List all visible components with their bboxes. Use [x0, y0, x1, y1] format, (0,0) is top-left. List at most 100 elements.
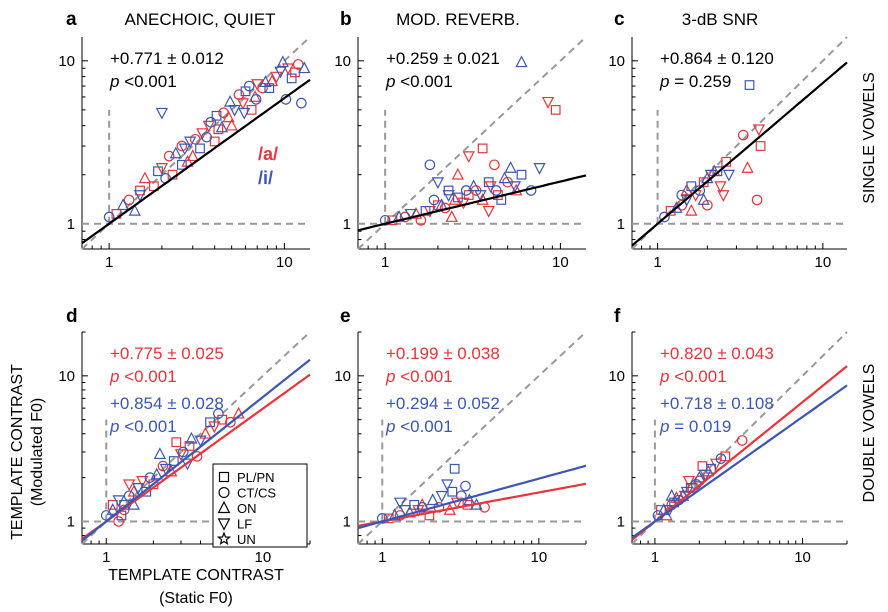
panel-b: 1 10 1 10 +0.259 ± 0.021 p <0.001	[334, 36, 587, 271]
data-point	[460, 480, 471, 492]
unity-line	[357, 36, 587, 250]
data-point	[225, 416, 236, 428]
data-point	[144, 472, 156, 483]
fit-curve	[81, 358, 311, 542]
x-tick-label: 1	[651, 549, 659, 566]
data-point	[194, 435, 207, 448]
data-point	[404, 208, 417, 221]
fit-curve	[81, 78, 311, 245]
y-tick-label: 10	[58, 53, 75, 70]
data-point	[163, 150, 175, 162]
column-title-anechoic: ANECHOIC, QUIET	[124, 10, 275, 29]
stat-annotation: +0.718 ± 0.108	[660, 394, 774, 413]
unit-legend-marker	[217, 500, 231, 514]
data-point	[178, 143, 191, 156]
data-point	[665, 205, 676, 216]
data-point	[685, 203, 698, 216]
data-point	[176, 159, 187, 170]
unity-line	[357, 331, 587, 545]
data-point	[516, 169, 527, 180]
data-point	[107, 499, 118, 510]
p-value-annotation: p <0.001	[385, 417, 453, 436]
y-tick-label: 1	[343, 513, 351, 530]
p-value-annotation: p <0.001	[659, 367, 727, 386]
unit-legend-label: UN	[237, 532, 256, 547]
data-point	[116, 198, 130, 211]
data-point	[714, 181, 727, 194]
data-point	[136, 475, 149, 488]
y-tick-label: 10	[58, 368, 75, 385]
x-axis-label-line2: (Static F0)	[159, 590, 233, 607]
data-point	[424, 510, 435, 521]
data-point	[153, 166, 163, 177]
panel-letter-c: c	[614, 9, 625, 30]
unit-legend-label: LF	[237, 517, 252, 532]
panel-f: 1 10 1 10 +0.820 ± 0.043 p <0.001 +0.718 ± 0.1…	[608, 331, 848, 566]
data-point	[699, 469, 712, 482]
data-point	[693, 470, 706, 483]
vowel-legend-label: /a/	[258, 144, 278, 164]
x-tick-label: 1	[653, 254, 661, 271]
data-point	[274, 66, 287, 79]
data-point	[123, 194, 135, 206]
data-point	[213, 408, 224, 419]
data-point	[717, 190, 730, 202]
stat-annotation: +0.294 ± 0.052	[386, 394, 500, 413]
data-point	[132, 482, 145, 495]
data-point	[686, 181, 697, 192]
data-point	[222, 110, 235, 123]
data-point	[298, 61, 311, 74]
x-tick-label: 10	[276, 254, 293, 271]
panels-group: 1 10 1 10 +0.771 ± 0.012 p <0.001 1 10 1 10 +0.259…	[58, 36, 848, 566]
column-title-snr: 3-dB SNR	[682, 10, 759, 29]
data-point	[420, 205, 431, 216]
data-point	[225, 118, 238, 131]
unity-line	[631, 331, 848, 545]
panel-a: 1 10 1 10 +0.771 ± 0.012 p <0.001	[58, 36, 311, 271]
data-point	[199, 426, 212, 439]
data-point	[416, 502, 428, 513]
p-value-annotation: p <0.001	[109, 417, 177, 436]
data-point	[123, 490, 135, 502]
data-point	[153, 447, 167, 460]
data-point	[286, 73, 297, 84]
data-point	[722, 169, 736, 182]
data-point	[159, 463, 172, 476]
data-point	[174, 449, 188, 462]
data-point	[426, 493, 439, 506]
data-point	[508, 181, 522, 194]
data-point	[379, 214, 391, 226]
data-point	[236, 98, 250, 111]
data-point	[181, 154, 194, 167]
data-point	[490, 185, 502, 196]
data-point	[223, 94, 237, 107]
data-point	[448, 193, 462, 205]
data-point	[424, 159, 436, 171]
data-point	[122, 479, 136, 492]
data-point	[133, 190, 147, 202]
unit-legend-label: CT/CS	[237, 486, 276, 501]
data-point	[191, 451, 203, 462]
data-point	[155, 107, 169, 120]
fit-curve	[631, 61, 848, 247]
y-tick-label: 1	[617, 513, 625, 530]
row-label-single: SINGLE VOWELS	[861, 72, 878, 204]
data-point	[515, 55, 528, 68]
fit-curve	[631, 384, 848, 539]
data-point	[195, 143, 205, 154]
data-point	[398, 505, 412, 517]
y-tick-label: 10	[608, 53, 625, 70]
data-point	[243, 80, 255, 92]
data-point	[264, 83, 275, 94]
panel-e: 1 10 1 10 +0.199 ± 0.038 p <0.001 +0.294 ± 0.0…	[334, 331, 587, 566]
data-point	[449, 463, 460, 474]
unit-legend-marker	[217, 518, 231, 531]
y-tick-label: 1	[67, 216, 75, 233]
data-point	[752, 124, 766, 137]
panel-c: 1 10 1 10 +0.864 ± 0.120 p = 0.259	[608, 36, 848, 271]
data-point	[205, 417, 215, 428]
data-point	[205, 116, 217, 128]
p-value-annotation: p = 0.259	[659, 72, 731, 91]
data-point	[296, 97, 307, 109]
vowel-legend-label: /i/	[258, 168, 273, 188]
